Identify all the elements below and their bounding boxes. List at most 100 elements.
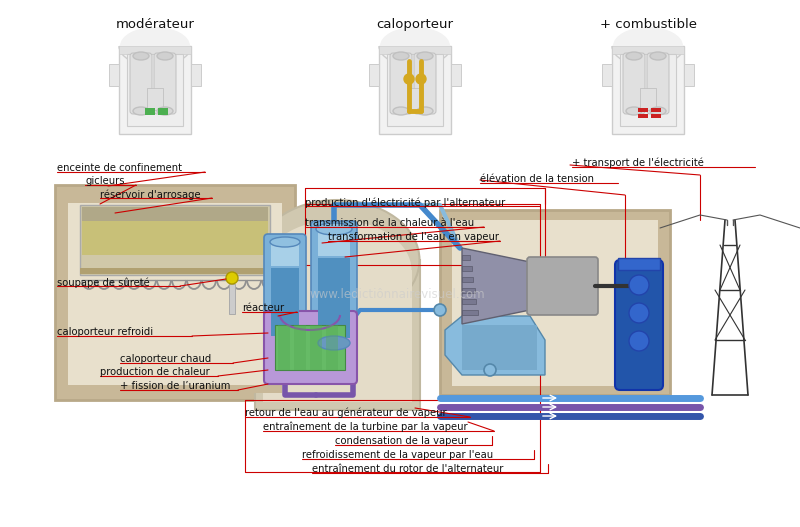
Bar	[451, 64, 461, 86]
Text: + fission de l’uranium: + fission de l’uranium	[120, 381, 230, 391]
Circle shape	[226, 272, 238, 284]
Ellipse shape	[318, 336, 350, 350]
Text: réservoir d'arrosage: réservoir d'arrosage	[100, 189, 201, 200]
Bar	[147, 88, 163, 110]
Bar	[255, 260, 420, 410]
Circle shape	[416, 74, 426, 84]
FancyBboxPatch shape	[311, 221, 357, 349]
Bar	[620, 54, 676, 126]
Ellipse shape	[133, 107, 149, 115]
Bar	[145, 108, 155, 115]
FancyBboxPatch shape	[154, 53, 176, 114]
Bar	[612, 46, 684, 134]
Text: + transport de l'électricité: + transport de l'électricité	[572, 158, 704, 169]
Bar	[119, 46, 191, 54]
Text: transformation de l'eau en vapeur: transformation de l'eau en vapeur	[328, 232, 499, 242]
Bar	[318, 228, 350, 256]
Text: soupape de sûreté: soupape de sûreté	[57, 277, 150, 288]
Bar	[80, 268, 270, 274]
Bar	[191, 64, 201, 86]
Bar	[640, 88, 656, 110]
Ellipse shape	[270, 237, 300, 247]
Bar	[271, 241, 299, 266]
Ellipse shape	[650, 52, 666, 60]
FancyBboxPatch shape	[264, 311, 357, 384]
Bar	[638, 108, 648, 112]
Text: production d'électricité par l'alternateur: production d'électricité par l'alternate…	[305, 197, 506, 208]
Bar	[684, 64, 694, 86]
Text: transmission de la chaleur à l'eau: transmission de la chaleur à l'eau	[305, 218, 474, 228]
Bar	[326, 325, 338, 370]
Ellipse shape	[316, 223, 352, 235]
Ellipse shape	[626, 107, 642, 115]
Bar	[271, 268, 299, 336]
Bar	[80, 205, 270, 275]
Bar	[379, 46, 451, 54]
Text: réacteur: réacteur	[242, 303, 284, 313]
Text: retour de l'eau au générateur de vapeur: retour de l'eau au générateur de vapeur	[245, 408, 446, 418]
Text: gicleurs: gicleurs	[85, 176, 125, 186]
Bar	[638, 114, 648, 118]
Bar	[119, 46, 191, 134]
Bar	[68, 195, 282, 203]
Text: + combustible: + combustible	[599, 18, 697, 31]
Ellipse shape	[254, 200, 419, 320]
Text: caloporteur refroidi: caloporteur refroidi	[57, 327, 153, 337]
FancyBboxPatch shape	[527, 257, 598, 315]
Circle shape	[629, 331, 649, 351]
Bar	[387, 54, 443, 126]
Bar	[452, 220, 658, 386]
Text: www.ledictiônnairevisuel.com: www.ledictiônnairevisuel.com	[310, 288, 486, 301]
Bar	[602, 64, 612, 86]
Bar	[612, 46, 684, 54]
Bar	[68, 385, 282, 393]
Ellipse shape	[262, 220, 411, 320]
Polygon shape	[462, 248, 530, 324]
Bar	[55, 185, 295, 400]
Polygon shape	[445, 316, 545, 375]
Bar	[462, 325, 537, 370]
Circle shape	[629, 303, 649, 323]
Bar	[275, 325, 345, 370]
Bar	[379, 46, 451, 134]
FancyBboxPatch shape	[647, 53, 669, 114]
Text: caloporteur chaud: caloporteur chaud	[120, 354, 211, 364]
Ellipse shape	[120, 27, 190, 65]
Bar	[82, 207, 268, 221]
FancyBboxPatch shape	[390, 53, 412, 114]
Ellipse shape	[157, 52, 173, 60]
Text: caloporteur: caloporteur	[377, 18, 454, 31]
Ellipse shape	[393, 107, 409, 115]
Bar	[109, 64, 119, 86]
Text: enceinte de confinement: enceinte de confinement	[57, 163, 182, 173]
Bar	[263, 270, 412, 402]
Text: refroidissement de la vapeur par l'eau: refroidissement de la vapeur par l'eau	[302, 450, 493, 460]
FancyBboxPatch shape	[130, 53, 152, 114]
Text: entraînement de la turbine par la vapeur: entraînement de la turbine par la vapeur	[263, 422, 468, 433]
FancyBboxPatch shape	[623, 53, 645, 114]
Bar	[462, 266, 471, 271]
Ellipse shape	[393, 52, 409, 60]
Ellipse shape	[380, 27, 450, 65]
Text: modérateur: modérateur	[115, 18, 194, 31]
Bar	[127, 54, 183, 126]
Bar	[618, 258, 660, 270]
Bar	[651, 108, 661, 112]
Bar	[158, 108, 168, 115]
Bar	[462, 299, 476, 304]
Bar	[462, 255, 470, 260]
Bar	[440, 210, 670, 395]
Bar	[68, 195, 282, 393]
Ellipse shape	[417, 107, 433, 115]
FancyBboxPatch shape	[264, 234, 306, 347]
Bar	[369, 64, 379, 86]
Circle shape	[484, 364, 496, 376]
FancyBboxPatch shape	[414, 53, 436, 114]
Bar	[318, 258, 350, 338]
Bar	[651, 114, 661, 118]
Bar	[310, 325, 322, 370]
Bar	[278, 325, 290, 370]
Text: condensation de la vapeur: condensation de la vapeur	[335, 436, 468, 446]
Ellipse shape	[626, 52, 642, 60]
Ellipse shape	[133, 52, 149, 60]
